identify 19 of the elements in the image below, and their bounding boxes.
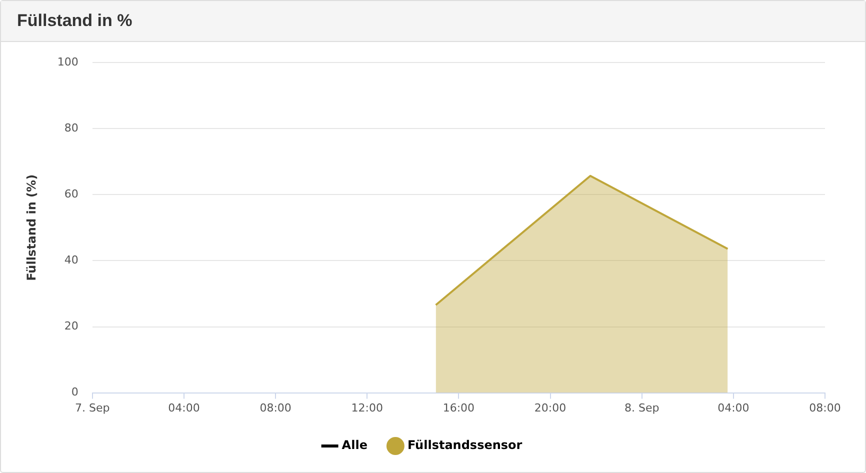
chart-title: Füllstand in % [1,1,865,42]
y-tick-label: 80 [64,122,78,134]
y-tick-label: 100 [57,55,78,68]
legend-label: Alle [342,438,368,452]
x-tick-label: 7. Sep [75,401,110,414]
legend-label: Füllstandssensor [407,438,522,452]
x-tick-label: 16:00 [442,401,475,414]
x-tick-label: 08:00 [260,401,292,414]
x-tick-label: 04:00 [718,401,750,414]
x-tick-label: 08:00 [809,401,841,414]
y-tick-label: 20 [64,320,78,333]
y-axis-title: Füllstand in (%) [24,174,38,281]
x-tick-label: 20:00 [534,401,566,414]
y-tick-label: 60 [64,188,78,201]
y-tick-label: 0 [71,386,78,399]
x-tick-label: 12:00 [351,401,383,414]
x-tick-label: 04:00 [168,401,200,414]
x-tick-label: 8. Sep [624,401,660,414]
y-tick-label: 40 [64,254,78,267]
